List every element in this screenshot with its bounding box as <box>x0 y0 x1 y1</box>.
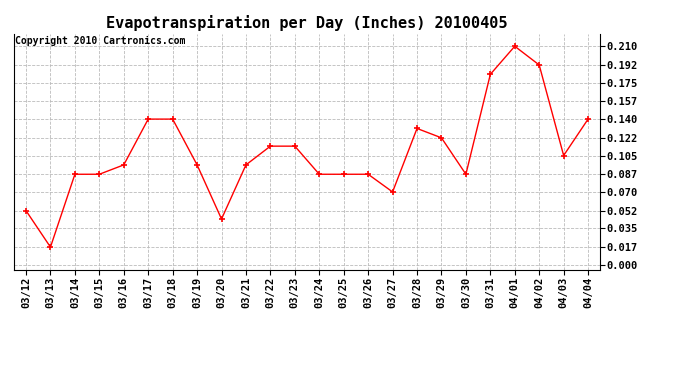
Title: Evapotranspiration per Day (Inches) 20100405: Evapotranspiration per Day (Inches) 2010… <box>106 15 508 31</box>
Text: Copyright 2010 Cartronics.com: Copyright 2010 Cartronics.com <box>15 36 186 46</box>
